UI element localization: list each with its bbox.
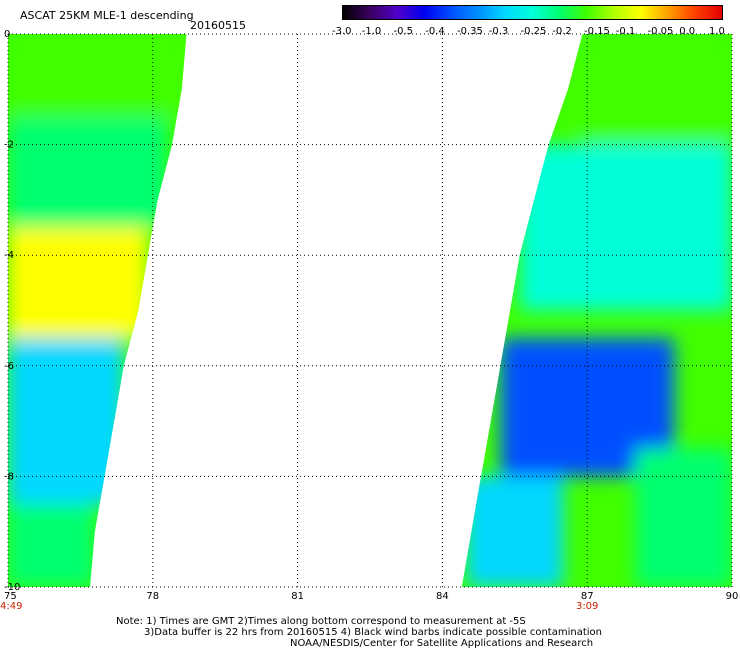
time-label: 4:49 — [0, 601, 22, 612]
colorbar-label: -0.5 — [393, 26, 414, 37]
footer-note-2: 3)Data buffer is 22 hrs from 20160515 4)… — [144, 627, 602, 638]
swath-region — [8, 34, 187, 117]
swath-0 — [8, 34, 187, 587]
x-tick-label: 87 — [581, 591, 594, 602]
colorbar-label: -0.1 — [615, 26, 636, 37]
y-tick-label: -10 — [4, 582, 20, 593]
x-tick-label: 90 — [726, 591, 739, 602]
grid — [7, 33, 733, 588]
colorbar-label: -3.0 — [332, 26, 352, 37]
x-tick-label: 75 — [4, 591, 17, 602]
time-label: 3:09 — [576, 601, 598, 612]
y-tick-label: 0 — [4, 29, 10, 40]
y-tick-label: -4 — [4, 250, 14, 261]
chart-title: ASCAT 25KM MLE-1 descending — [20, 9, 194, 22]
colorbar-label: -1.0 — [361, 26, 382, 37]
colorbar-label: -0.35 — [457, 26, 483, 37]
y-tick-label: -2 — [4, 140, 14, 151]
swath-region — [8, 116, 168, 228]
y-tick-label: -8 — [4, 471, 14, 482]
map-svg: 75 78 81 84 87 90 0 -2 -4 -6 -8 -10 4:49 3:09 — [0, 29, 738, 612]
map-plot: 75 78 81 84 87 90 0 -2 -4 -6 -8 -10 4:49 3:09 — [0, 29, 738, 612]
footer-note-1: Note: 1) Times are GMT 2)Times along bot… — [116, 616, 526, 627]
colorbar-label: -0.4 — [425, 26, 445, 37]
swath-region — [635, 448, 732, 587]
footer-note-3: NOAA/NESDIS/Center for Satellite Applica… — [290, 638, 594, 649]
swath-region — [8, 227, 148, 339]
colorbar-label: 1.0 — [709, 26, 725, 37]
swath-1 — [461, 34, 732, 587]
colorbar-label: -0.3 — [488, 26, 509, 37]
x-tick-label: 81 — [291, 591, 304, 602]
swath-region — [8, 338, 124, 505]
swath-region — [8, 504, 95, 587]
colorbar-label: 0.0 — [679, 26, 696, 37]
x-tick-label: 84 — [436, 591, 449, 602]
colorbar-label: -0.15 — [584, 26, 610, 37]
swath-region — [466, 476, 564, 587]
y-tick-label: -6 — [4, 361, 14, 372]
colorbar-label: -0.25 — [520, 26, 547, 37]
swath-region — [582, 34, 732, 145]
colorbar-label: -0.05 — [647, 26, 674, 37]
colorbar-label: -0.2 — [552, 26, 572, 37]
chart-date: 20160515 — [190, 19, 246, 32]
swath-region — [519, 144, 732, 311]
x-tick-label: 78 — [146, 591, 159, 602]
colorbar — [342, 5, 723, 20]
